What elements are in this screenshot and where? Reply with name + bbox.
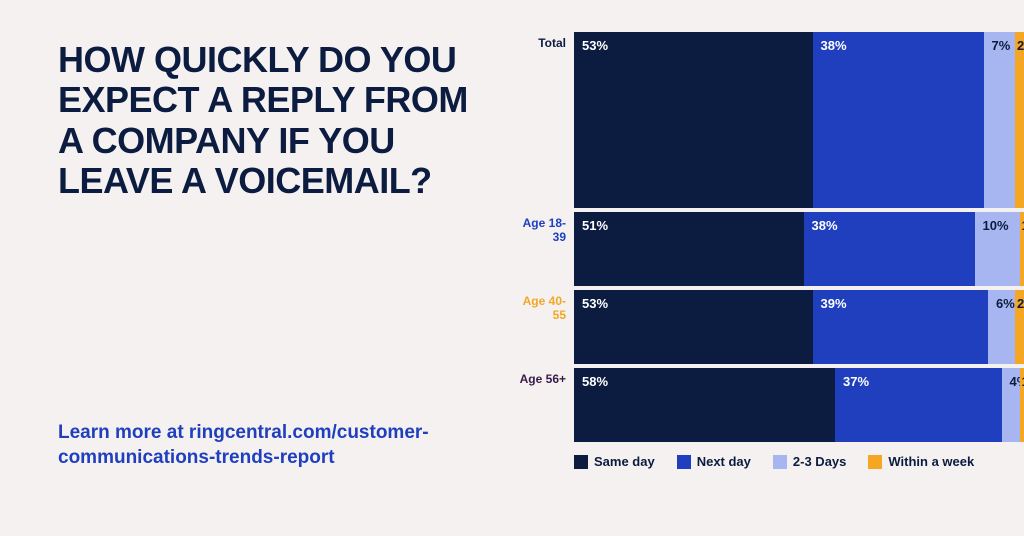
legend-item: Next day — [677, 454, 751, 469]
bar-segment: 1% — [1020, 368, 1024, 442]
bar-segment: 58% — [574, 368, 835, 442]
chart-row: Total53%38%7%2% — [510, 32, 1024, 208]
bar-segment: 53% — [574, 32, 813, 208]
legend-label: 2-3 Days — [793, 454, 846, 469]
chart-row: Age 18-3951%38%10%1% — [510, 212, 1024, 286]
row-label: Total — [510, 32, 574, 208]
row-label: Age 40-55 — [510, 290, 574, 364]
legend-swatch — [773, 455, 787, 469]
stacked-bar: 58%37%4%1% — [574, 368, 1024, 442]
bar-segment: 2% — [1015, 290, 1024, 364]
legend-swatch — [574, 455, 588, 469]
legend-item: Same day — [574, 454, 655, 469]
bar-segment: 10% — [975, 212, 1020, 286]
stacked-bar: 51%38%10%1% — [574, 212, 1024, 286]
chart-row: Age 56+58%37%4%1% — [510, 368, 1024, 442]
legend-swatch — [868, 455, 882, 469]
chart-row: Age 40-5553%39%6%2% — [510, 290, 1024, 364]
bar-segment: 51% — [574, 212, 804, 286]
infographic-canvas: HOW QUICKLY DO YOU EXPECT A REPLY FROM A… — [0, 0, 1024, 536]
bar-segment: 38% — [813, 32, 984, 208]
legend-item: Within a week — [868, 454, 974, 469]
bar-segment: 1% — [1020, 212, 1024, 286]
chart-panel: Total53%38%7%2%Age 18-3951%38%10%1%Age 4… — [510, 0, 1024, 536]
chart-legend: Same day Next day 2-3 Days Within a week — [510, 454, 1024, 469]
bar-segment: 53% — [574, 290, 813, 364]
bar-segment: 6% — [988, 290, 1015, 364]
legend-item: 2-3 Days — [773, 454, 846, 469]
legend-label: Next day — [697, 454, 751, 469]
bar-segment: 37% — [835, 368, 1002, 442]
legend-swatch — [677, 455, 691, 469]
headline: HOW QUICKLY DO YOU EXPECT A REPLY FROM A… — [58, 40, 490, 201]
legend-label: Same day — [594, 454, 655, 469]
bar-segment: 4% — [1002, 368, 1020, 442]
bar-segment: 2% — [1015, 32, 1024, 208]
bar-segment: 39% — [813, 290, 989, 364]
bar-segment: 38% — [804, 212, 975, 286]
row-label: Age 18-39 — [510, 212, 574, 286]
bar-segment: 7% — [984, 32, 1016, 208]
stacked-bar: 53%39%6%2% — [574, 290, 1024, 364]
stacked-bar-chart: Total53%38%7%2%Age 18-3951%38%10%1%Age 4… — [510, 32, 1024, 442]
cta-text: Learn more at ringcentral.com/customer-c… — [58, 420, 490, 471]
stacked-bar: 53%38%7%2% — [574, 32, 1024, 208]
legend-label: Within a week — [888, 454, 974, 469]
left-panel: HOW QUICKLY DO YOU EXPECT A REPLY FROM A… — [0, 0, 510, 536]
row-label: Age 56+ — [510, 368, 574, 442]
